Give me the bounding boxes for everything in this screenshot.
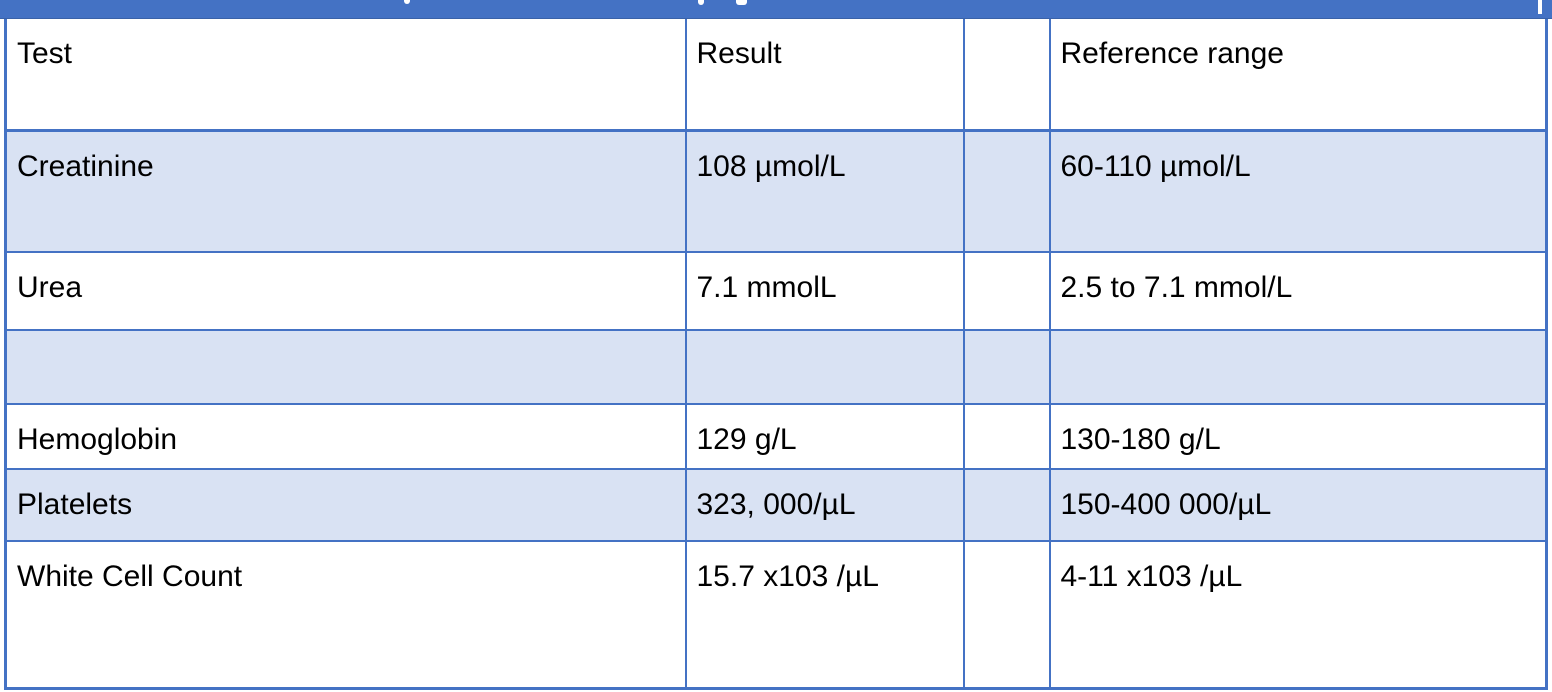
cell-test: Urea: [4, 251, 687, 331]
cell-test: Creatinine: [4, 129, 687, 253]
cell-reference: 130-180 g/L: [1048, 403, 1548, 470]
cell-result: 129 g/L: [684, 403, 965, 470]
cell-spacer: [962, 129, 1051, 253]
column-header-reference: Reference range: [1048, 19, 1548, 132]
cell-result: [684, 329, 965, 405]
cropped-text-descender: [698, 0, 704, 5]
cell-result: 323, 000/µL: [684, 468, 965, 542]
column-header-test: Test: [4, 19, 687, 132]
cell-reference: [1048, 329, 1548, 405]
cell-spacer: [962, 329, 1051, 405]
table-header-row: Test Result Reference range: [4, 19, 1548, 132]
cell-result: 15.7 x103 /µL: [684, 540, 965, 689]
cell-reference: 2.5 to 7.1 mmol/L: [1048, 251, 1548, 331]
lab-results-table: Test Result Reference range Creatinine 1…: [4, 19, 1548, 690]
cropped-table-title-bar: [0, 0, 1552, 19]
table-row-hemoglobin: Hemoglobin 129 g/L 130-180 g/L: [4, 403, 1548, 470]
cell-result: 108 µmol/L: [684, 129, 965, 253]
cell-test: Platelets: [4, 468, 687, 542]
cropped-cell-divider-notch: [1538, 0, 1542, 14]
cell-reference: 60-110 µmol/L: [1048, 129, 1548, 253]
table-row-platelets: Platelets 323, 000/µL 150-400 000/µL: [4, 468, 1548, 542]
cell-spacer: [962, 468, 1051, 542]
cell-spacer: [962, 540, 1051, 689]
column-header-spacer: [962, 19, 1051, 132]
cell-spacer: [962, 251, 1051, 331]
table-row-urea: Urea 7.1 mmolL 2.5 to 7.1 mmol/L: [4, 251, 1548, 331]
table-row-empty: [4, 329, 1548, 405]
column-header-result: Result: [684, 19, 965, 132]
cell-test: [4, 329, 687, 405]
cropped-text-descender: [404, 0, 410, 4]
cell-test: Hemoglobin: [4, 403, 687, 470]
table-row-creatinine: Creatinine 108 µmol/L 60-110 µmol/L: [4, 129, 1548, 253]
cropped-text-descender: [736, 0, 747, 5]
cell-reference: 4-11 x103 /µL: [1048, 540, 1548, 689]
cell-test: White Cell Count: [4, 540, 687, 689]
cell-reference: 150-400 000/µL: [1048, 468, 1548, 542]
table-row-white-cell-count: White Cell Count 15.7 x103 /µL 4-11 x103…: [4, 540, 1548, 689]
cell-spacer: [962, 403, 1051, 470]
cell-result: 7.1 mmolL: [684, 251, 965, 331]
